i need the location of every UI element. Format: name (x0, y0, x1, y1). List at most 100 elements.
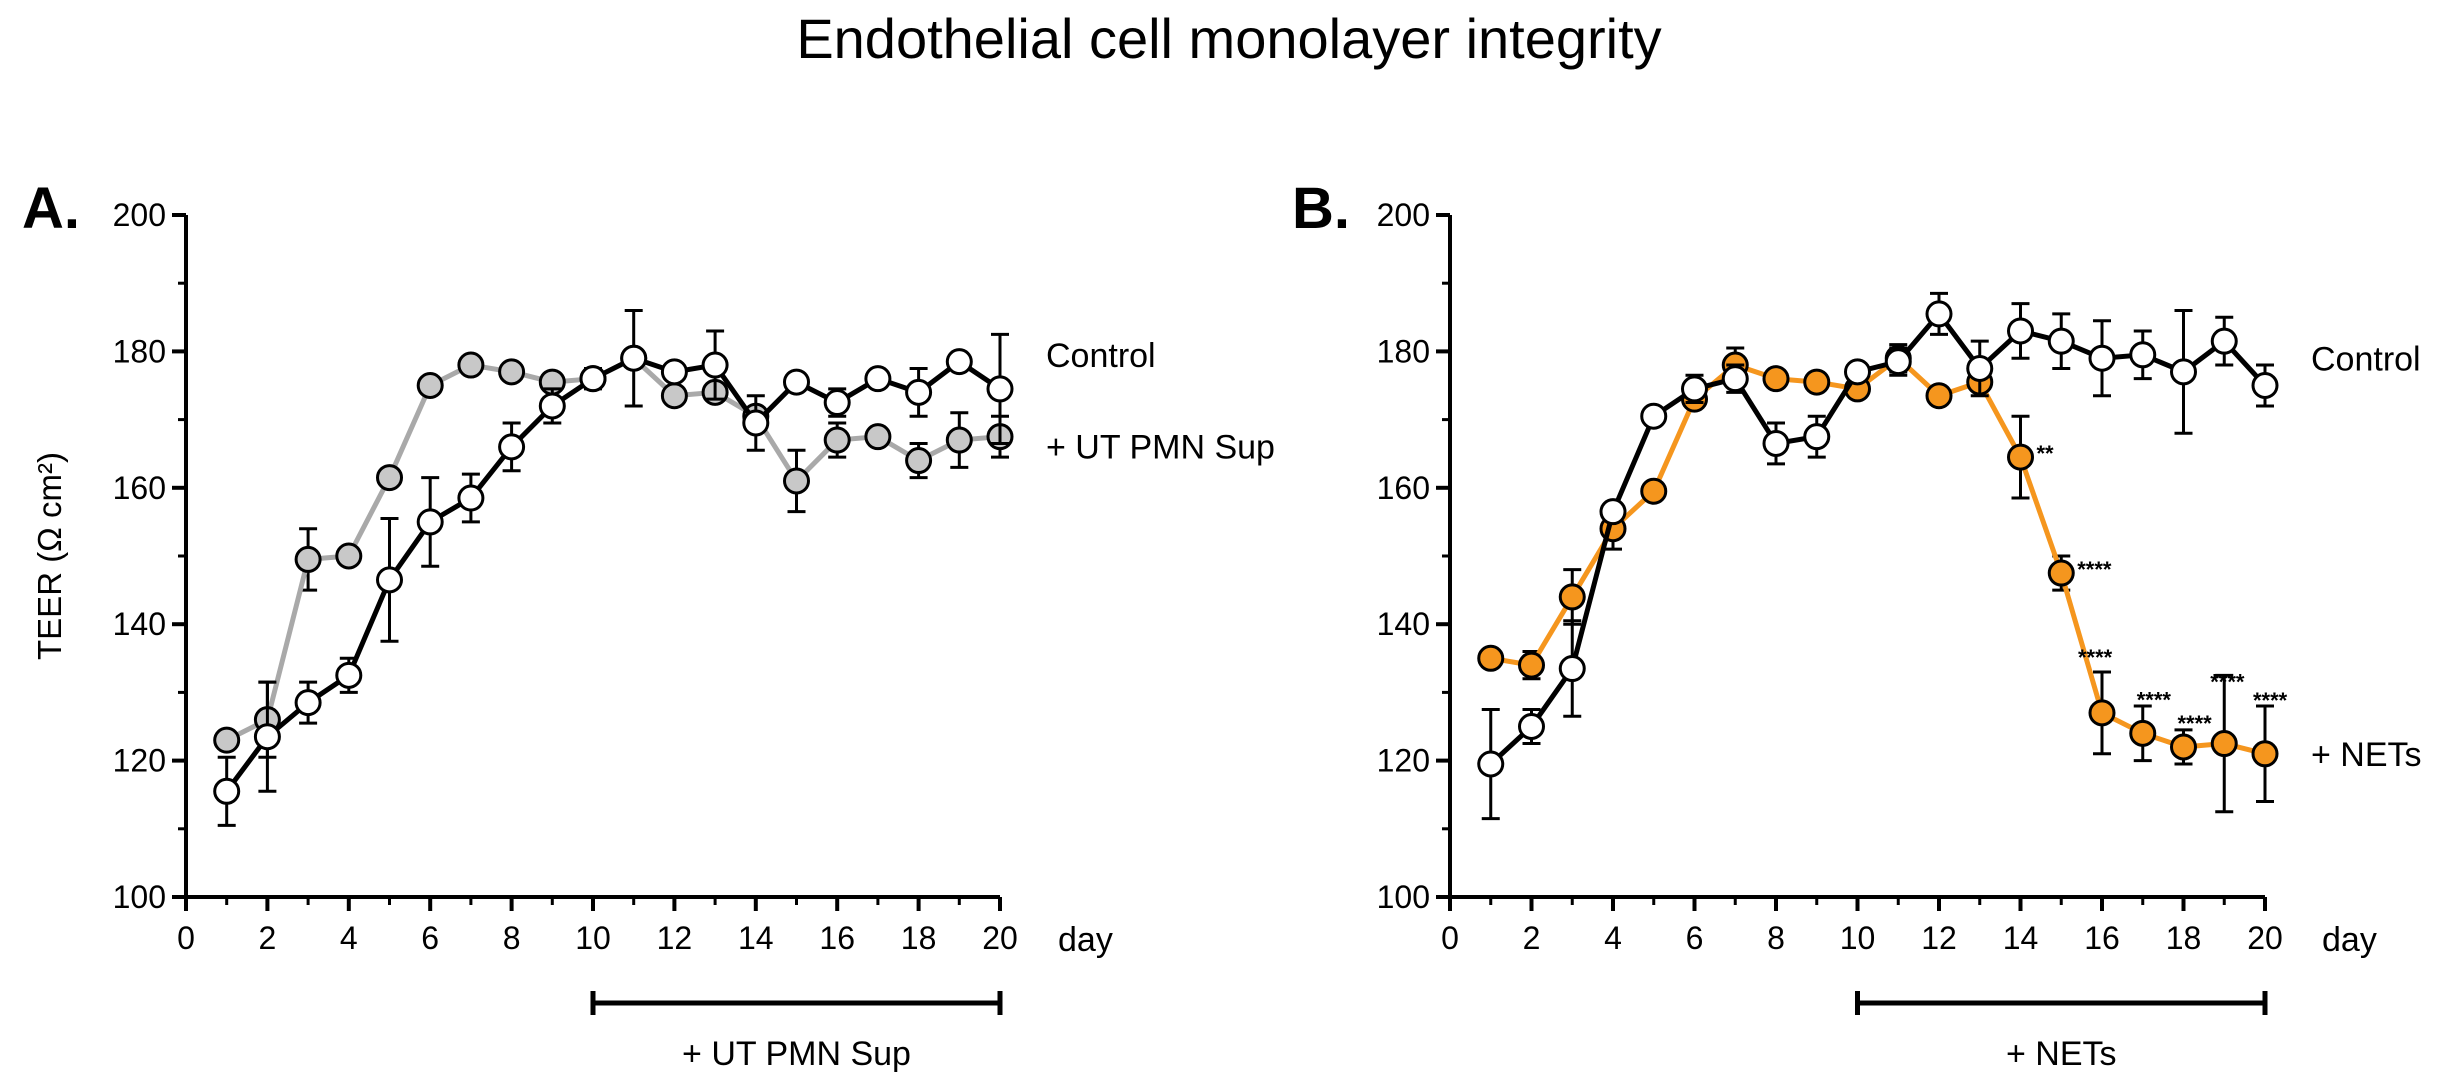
x-tick-label: 20 (2247, 920, 2283, 956)
x-tick-label: 4 (340, 920, 358, 956)
data-point (2129, 341, 2157, 369)
data-point (1640, 402, 1668, 430)
data-point (2170, 358, 2197, 386)
x-tick-label: 18 (2166, 920, 2202, 956)
y-tick-label: 100 (1377, 879, 1430, 915)
data-point (416, 508, 444, 536)
data-point (335, 661, 363, 689)
data-point (1844, 358, 1871, 386)
x-tick-label: 10 (575, 920, 611, 956)
data-point (2210, 730, 2238, 758)
data-point (1477, 644, 1505, 672)
y-tick-label: 160 (113, 470, 166, 506)
x-tick-label: 14 (2003, 920, 2039, 956)
significance-marker: **** (2137, 687, 2172, 712)
data-point (660, 382, 688, 410)
significance-marker: **** (2210, 670, 2245, 695)
x-tick-label: 16 (2084, 920, 2120, 956)
x-tick-label: 2 (259, 920, 277, 956)
y-tick-label: 200 (1377, 197, 1430, 233)
data-point (864, 423, 892, 451)
data-point (416, 372, 444, 399)
x-tick-label: 4 (1604, 920, 1622, 956)
series-black (213, 308, 1014, 827)
significance-marker: **** (2253, 688, 2288, 713)
data-point (498, 433, 526, 461)
treatment-label: + UT PMN Sup (682, 1035, 911, 1073)
data-point (1884, 348, 1912, 376)
data-point (2088, 699, 2116, 727)
data-point (457, 351, 485, 379)
data-point (2251, 372, 2279, 399)
data-point (213, 726, 241, 754)
data-point (823, 389, 851, 417)
data-point (823, 426, 851, 454)
data-point (1721, 365, 1749, 393)
x-tick-label: 8 (1767, 920, 1785, 956)
data-point (1803, 368, 1831, 396)
data-point (294, 545, 322, 573)
data-point (2170, 733, 2197, 761)
series-black (1477, 291, 2279, 821)
data-point (376, 464, 403, 492)
data-point (1640, 477, 1668, 505)
x-tick-label: 12 (657, 920, 693, 956)
x-tick-label: 20 (982, 920, 1018, 956)
x-tick-label: 2 (1523, 920, 1541, 956)
data-point (498, 358, 526, 386)
series-label: Control (2311, 341, 2421, 379)
data-point (1925, 382, 1953, 410)
x-tick-label: 14 (738, 920, 774, 956)
data-point (660, 358, 688, 386)
data-point (1558, 583, 1586, 611)
data-point (945, 426, 973, 454)
data-point (2007, 317, 2034, 345)
treatment-label: + NETs (2006, 1035, 2117, 1073)
data-point (701, 351, 729, 379)
x-tick-label: 6 (1686, 920, 1704, 956)
series-orange (1477, 343, 2279, 814)
data-point (1925, 300, 1953, 328)
x-tick-label: 8 (503, 920, 521, 956)
x-tick-label: 0 (177, 920, 195, 956)
x-tick-label: 0 (1441, 920, 1459, 956)
data-point (905, 378, 933, 406)
data-point (2129, 719, 2157, 747)
panel-b-chart: B. 100 120 140 160 180 200 0 2 4 6 8 10 12 14 16 18 20 day… (1292, 176, 2422, 1073)
data-point (1966, 354, 1994, 382)
data-point (783, 368, 810, 396)
x-tick-label: 18 (901, 920, 937, 956)
panel-a-chart: A. 100 120 140 160 180 200 0 2 4 6 8 10 12 14 16 18 20 day… (22, 176, 1275, 1073)
data-point (620, 344, 648, 372)
data-point (1681, 375, 1708, 403)
x-tick-label: 6 (421, 920, 439, 956)
data-point (2210, 327, 2238, 355)
data-point (905, 447, 933, 475)
x-unit-label: day (1058, 921, 1113, 959)
x-tick-label: 16 (819, 920, 855, 956)
data-point (1558, 655, 1586, 683)
data-point (783, 467, 810, 495)
series-gray (213, 344, 1014, 759)
data-point (1518, 713, 1545, 740)
y-tick-label: 200 (113, 197, 166, 233)
significance-marker: ** (2037, 441, 2055, 466)
data-point (1477, 750, 1505, 778)
x-tick-label: 12 (1921, 920, 1957, 956)
series-label: Control (1046, 337, 1156, 375)
y-tick-label: 100 (113, 879, 166, 915)
panel-letter: B. (1292, 176, 1350, 241)
series-label: + NETs (2311, 736, 2422, 774)
data-point (538, 392, 566, 420)
data-point (1762, 365, 1790, 393)
data-point (2088, 344, 2116, 372)
significance-marker: **** (2078, 645, 2113, 670)
series-line (224, 355, 1002, 793)
data-point (2251, 740, 2279, 768)
y-tick-label: 120 (1377, 743, 1430, 779)
figure-title: Endothelial cell monolayer integrity (796, 7, 1661, 70)
data-point (294, 689, 322, 717)
significance-marker: **** (2077, 557, 2112, 582)
y-tick-label: 140 (113, 606, 166, 642)
